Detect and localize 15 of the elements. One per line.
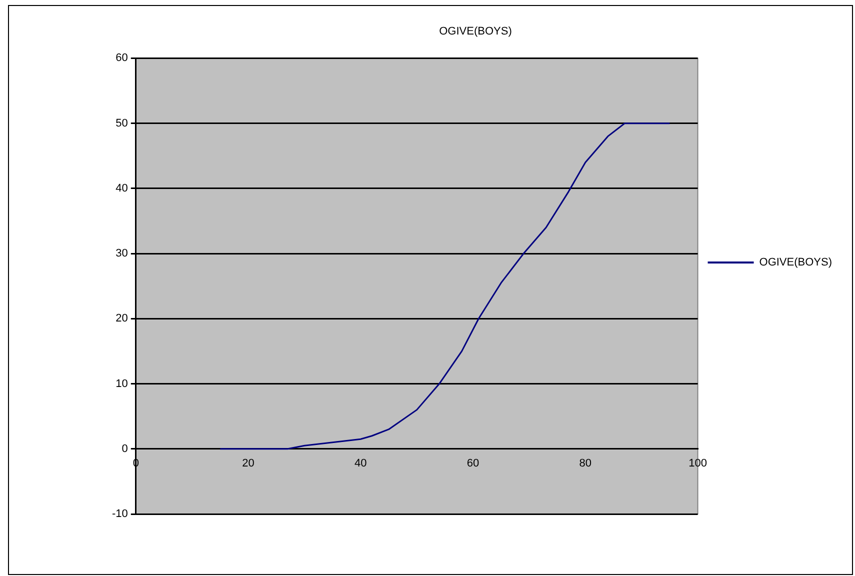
x-tick-label: 60 xyxy=(466,458,480,470)
x-tick-label: 100 xyxy=(688,458,707,470)
x-tick-label: 40 xyxy=(354,458,367,470)
y-tick-label: 20 xyxy=(116,312,128,325)
y-tick-label: 50 xyxy=(116,117,128,130)
y-tick-label: 10 xyxy=(116,378,128,390)
x-tick-label: 20 xyxy=(242,458,254,470)
y-tick-label: 30 xyxy=(116,248,128,260)
y-tick-label: 40 xyxy=(116,182,128,194)
chart-title: OGIVE(BOYS) xyxy=(439,26,512,38)
y-tick-label: -10 xyxy=(112,508,128,520)
y-tick-label: 60 xyxy=(116,52,128,64)
legend-label: OGIVE(BOYS) xyxy=(759,256,832,269)
y-tick-label: 0 xyxy=(122,442,128,455)
x-tick-label: 80 xyxy=(579,458,592,470)
